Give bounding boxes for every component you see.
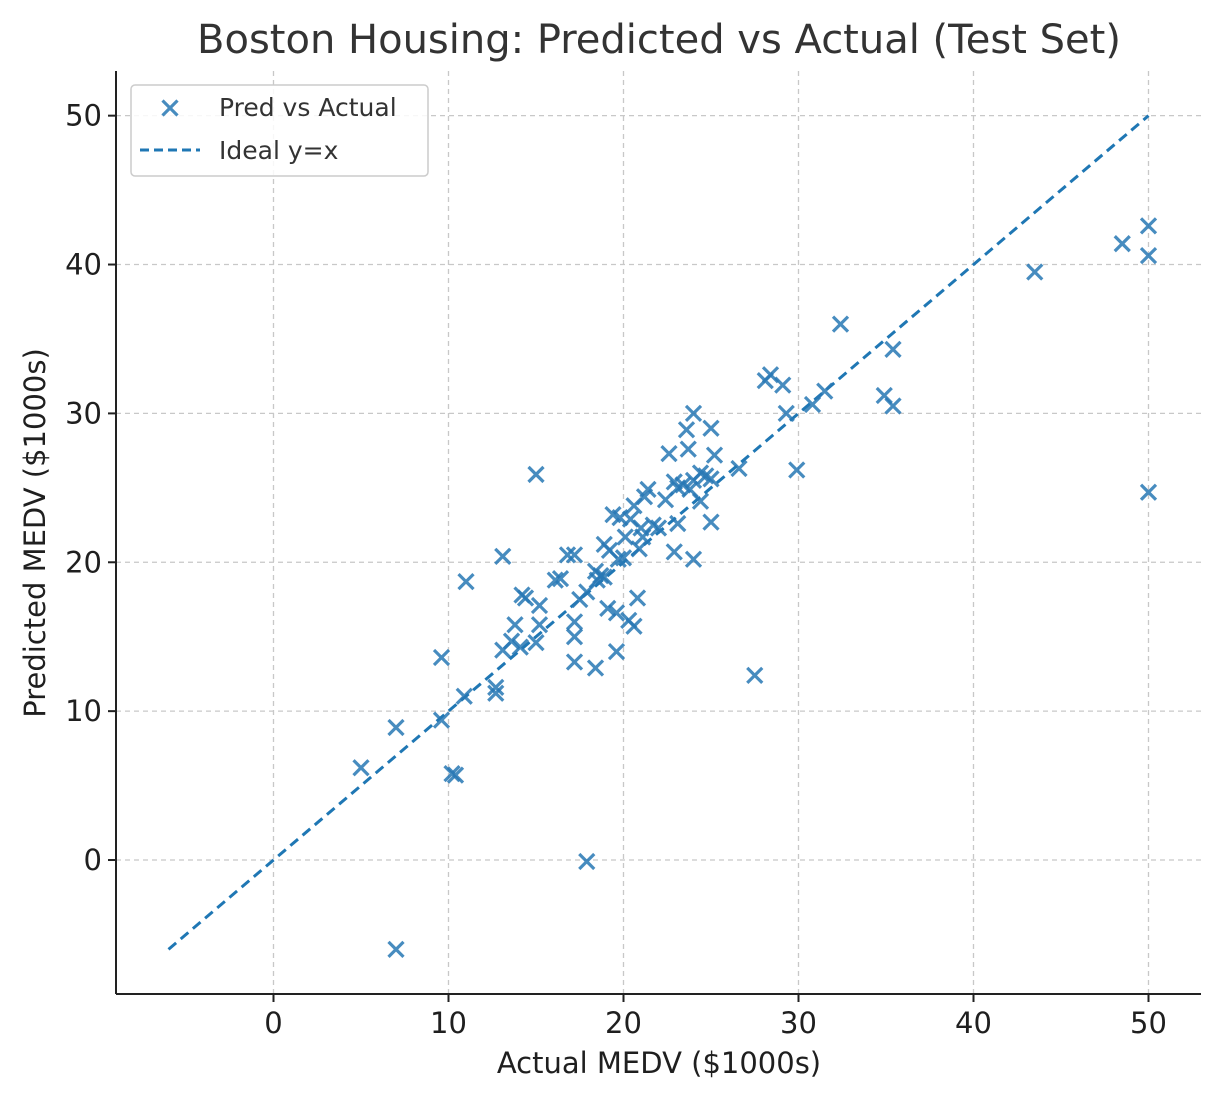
- x-tick-label: 40: [955, 1006, 992, 1040]
- data-point: [665, 473, 683, 491]
- data-point: [565, 628, 584, 646]
- y-axis-label: Predicted MEDV ($1000s): [18, 348, 52, 718]
- points-layer: [352, 217, 1158, 958]
- data-point: [432, 648, 451, 667]
- data-point: [558, 546, 577, 564]
- data-point: [387, 940, 405, 958]
- data-point: [604, 506, 622, 524]
- y-tick-label: 40: [65, 248, 102, 282]
- data-point: [1139, 246, 1158, 265]
- x-axis-label: Actual MEDV ($1000s): [497, 1046, 821, 1080]
- data-point: [578, 852, 596, 871]
- data-point: [527, 634, 545, 652]
- y-tick-label: 10: [65, 694, 102, 728]
- y-tick-label: 50: [65, 99, 102, 133]
- x-tick-label: 50: [1130, 1006, 1167, 1040]
- x-tick-label: 10: [430, 1006, 467, 1040]
- data-point: [660, 444, 678, 463]
- legend-label-pred: Pred vs Actual: [219, 93, 397, 122]
- data-point: [352, 759, 370, 777]
- data-point: [1139, 483, 1158, 501]
- data-point: [831, 315, 850, 333]
- data-point: [565, 613, 584, 631]
- data-point: [565, 546, 584, 564]
- data-point: [665, 543, 683, 561]
- data-point: [803, 395, 822, 414]
- data-point: [656, 491, 675, 509]
- y-tick-label: 0: [84, 843, 102, 877]
- data-point: [630, 540, 648, 558]
- data-point: [487, 684, 505, 702]
- data-point: [669, 514, 687, 533]
- data-point: [607, 604, 626, 622]
- data-point: [788, 461, 806, 479]
- data-point: [884, 340, 902, 359]
- data-point: [511, 638, 529, 656]
- data-point: [527, 465, 545, 484]
- y-tick-label: 20: [65, 545, 102, 579]
- data-point: [628, 589, 647, 607]
- data-point: [513, 586, 531, 604]
- data-point: [506, 616, 524, 634]
- data-point: [586, 659, 605, 677]
- data-point: [599, 599, 617, 618]
- data-point: [756, 372, 774, 390]
- data-point: [625, 497, 643, 515]
- data-point: [816, 382, 834, 400]
- data-point: [684, 550, 703, 568]
- data-point: [571, 590, 589, 609]
- y-tick-label: 30: [65, 396, 102, 430]
- x-tick-label: 20: [605, 1006, 642, 1040]
- data-point: [730, 459, 748, 478]
- data-point: [530, 616, 549, 634]
- axes: [108, 71, 1201, 1002]
- data-point: [387, 718, 405, 737]
- x-tick-label: 0: [264, 1006, 282, 1040]
- data-point: [697, 467, 715, 485]
- data-point: [432, 711, 451, 729]
- data-point: [551, 570, 570, 588]
- data-point: [1026, 263, 1044, 281]
- data-point: [777, 404, 795, 423]
- data-point: [746, 666, 764, 685]
- data-point: [684, 471, 703, 490]
- data-point: [1139, 217, 1158, 235]
- data-point: [1113, 235, 1131, 253]
- data-point: [494, 547, 512, 565]
- x-tick-label: 30: [780, 1006, 817, 1040]
- chart-title: Boston Housing: Predicted vs Actual (Tes…: [197, 17, 1121, 63]
- data-point: [530, 596, 549, 615]
- data-point: [565, 653, 584, 671]
- tick-labels: 0 10 20 30 40 50 0 10 20 30 40 50: [65, 99, 1167, 1040]
- data-point: [487, 678, 505, 696]
- data-point: [702, 513, 720, 531]
- data-point: [620, 611, 638, 629]
- data-point: [705, 446, 724, 464]
- data-point: [679, 440, 697, 458]
- data-point: [455, 687, 473, 705]
- legend-x-glyph: [161, 99, 179, 117]
- legend-marker-pred: [161, 99, 179, 117]
- data-point: [586, 562, 605, 580]
- data-point: [494, 641, 512, 659]
- legend-box: [130, 84, 429, 177]
- data-point: [595, 535, 613, 554]
- data-point: [875, 386, 893, 405]
- data-point: [684, 404, 703, 423]
- data-point: [677, 421, 696, 439]
- data-point: [614, 549, 633, 567]
- data-point: [607, 642, 626, 661]
- data-point: [443, 765, 461, 783]
- data-point: [546, 571, 564, 589]
- data-point: [457, 572, 475, 591]
- data-point: [616, 528, 634, 546]
- data-point: [702, 419, 720, 437]
- legend-label-ideal: Ideal y=x: [219, 136, 338, 165]
- legend: Pred vs Actual Ideal y=x: [130, 84, 429, 177]
